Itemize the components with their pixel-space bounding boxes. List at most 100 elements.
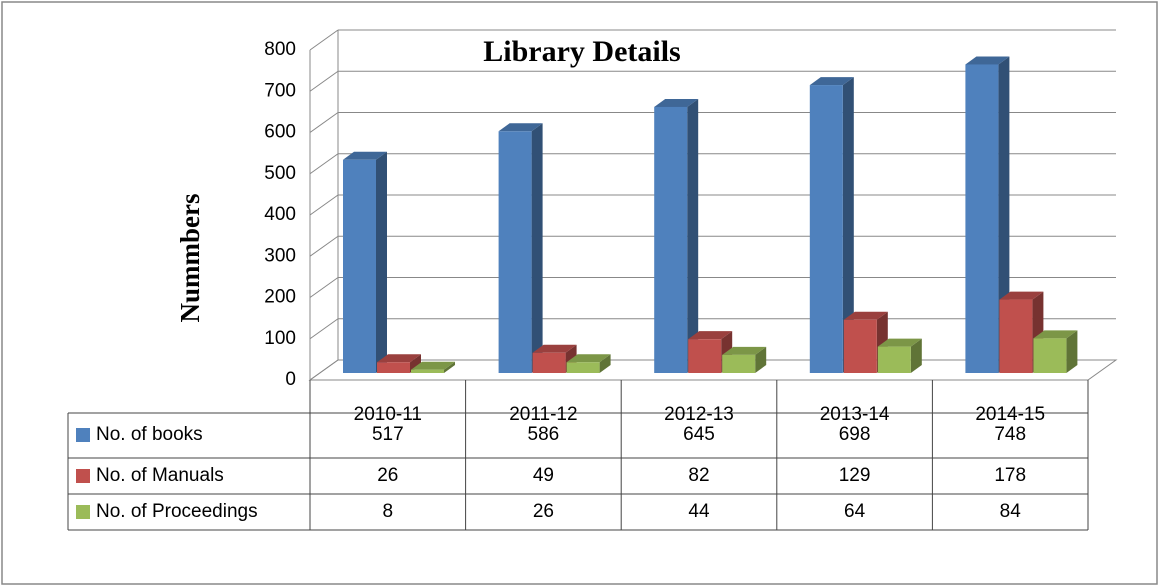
bar-front xyxy=(566,362,600,373)
grid-line-side xyxy=(309,359,339,381)
x-tick-label: 2012-13 xyxy=(664,404,734,425)
y-tick-label: 100 xyxy=(264,328,296,349)
bar-front xyxy=(965,64,999,373)
data-table: 2010-11 2011-12 2012-13 2013-14 2014-15 No. o… xyxy=(67,380,1089,531)
bar-top xyxy=(688,331,733,340)
bar-top xyxy=(843,311,888,320)
bar-top xyxy=(877,338,922,347)
bar-side xyxy=(998,56,1010,373)
bars xyxy=(343,56,1078,374)
bar-front xyxy=(1033,338,1067,373)
bar-front xyxy=(532,352,566,373)
bar-front xyxy=(377,362,410,373)
legend-marker xyxy=(76,428,90,442)
bar xyxy=(343,151,387,373)
grid-line-side xyxy=(309,29,339,51)
table-value: 26 xyxy=(377,465,398,486)
legend-marker xyxy=(76,469,90,483)
grid-line-side xyxy=(309,153,339,175)
bar-top xyxy=(999,291,1044,300)
bar-top xyxy=(532,344,577,353)
legend-label: No. of Proceedings xyxy=(96,501,258,522)
bar-side xyxy=(842,77,854,373)
bar xyxy=(809,77,854,373)
bar-top xyxy=(377,354,421,363)
table-value: 44 xyxy=(688,501,710,522)
bar xyxy=(498,123,543,374)
bar-top xyxy=(498,123,543,132)
bar-front xyxy=(343,159,376,373)
bar-front xyxy=(877,346,911,373)
bar-side xyxy=(531,123,543,374)
table-value: 129 xyxy=(839,465,871,486)
bar-front xyxy=(498,131,532,373)
bar-top xyxy=(411,361,455,370)
table-value: 64 xyxy=(844,501,866,522)
x-tick-label: 2011-12 xyxy=(509,404,577,425)
bar xyxy=(965,56,1010,373)
legend-label: No. of Manuals xyxy=(96,465,224,486)
table-value: 517 xyxy=(372,424,404,445)
grid-line-side xyxy=(309,235,339,257)
x-tick-label: 2010-11 xyxy=(354,404,422,425)
table-value: 8 xyxy=(383,501,394,522)
bar xyxy=(654,98,699,373)
grid-line-side xyxy=(309,318,339,340)
grid-line-side xyxy=(309,277,339,298)
bar xyxy=(411,361,455,373)
bar-side xyxy=(410,354,421,373)
y-tick-label: 400 xyxy=(264,204,296,225)
table-value: 178 xyxy=(994,465,1026,486)
grid-line-side xyxy=(309,70,339,92)
table-value: 49 xyxy=(533,465,554,486)
y-tick-label: 700 xyxy=(264,80,296,101)
bar-top xyxy=(566,354,611,363)
bar xyxy=(999,291,1044,373)
table-value: 698 xyxy=(839,424,871,445)
bar-side xyxy=(444,361,455,373)
y-tick-label: 800 xyxy=(264,39,296,60)
bar xyxy=(377,354,421,373)
bar-side xyxy=(910,338,922,373)
bar-front xyxy=(999,299,1033,373)
y-tick-label: 600 xyxy=(264,122,296,143)
bar-front xyxy=(411,369,444,373)
legend-label: No. of books xyxy=(96,424,203,445)
bar xyxy=(1033,330,1078,373)
bar xyxy=(877,338,922,373)
bar-top xyxy=(965,56,1010,65)
table-value: 82 xyxy=(688,465,709,486)
bar-top xyxy=(722,346,767,355)
bar xyxy=(566,354,611,373)
bar-top xyxy=(343,151,387,160)
bar-side xyxy=(687,98,699,373)
table-value: 84 xyxy=(1000,501,1022,522)
table-value: 26 xyxy=(533,501,554,522)
x-tick-label: 2014-15 xyxy=(975,404,1045,425)
y-tick-label: 200 xyxy=(264,287,296,308)
bar-top xyxy=(809,77,854,86)
bar-front xyxy=(654,106,688,373)
bar-top xyxy=(654,98,699,107)
bar-side xyxy=(376,151,387,373)
bar xyxy=(722,346,767,373)
bar-front xyxy=(809,85,843,373)
x-tick-label: 2013-14 xyxy=(820,404,890,425)
bar-side xyxy=(1066,330,1078,373)
bar-side xyxy=(599,354,611,373)
bar-side xyxy=(755,346,767,373)
y-tick-label: 0 xyxy=(285,369,296,390)
table-value: 645 xyxy=(683,424,715,445)
bar-front xyxy=(722,354,756,373)
bar-front xyxy=(843,319,877,373)
bar-front xyxy=(688,339,722,373)
table-value: 586 xyxy=(528,424,560,445)
grid-line-side xyxy=(309,194,339,216)
table-value: 748 xyxy=(994,424,1026,445)
y-tick-label: 300 xyxy=(264,245,296,266)
bar-top xyxy=(1033,330,1078,339)
legend-marker xyxy=(76,505,90,519)
y-axis-label: Nummbers xyxy=(175,194,205,323)
